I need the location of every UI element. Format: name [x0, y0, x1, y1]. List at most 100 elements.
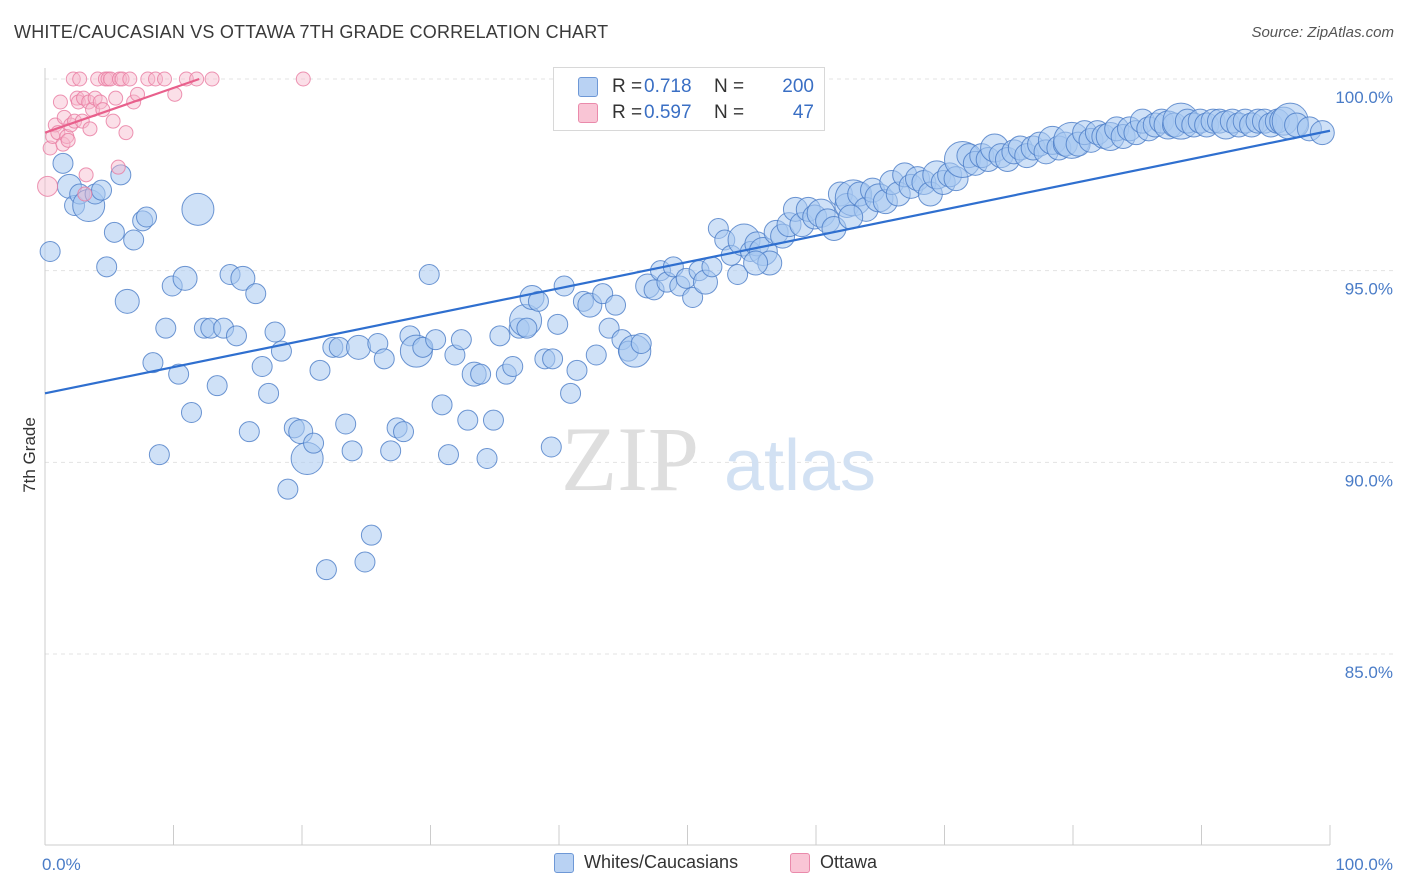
data-point-ottawa — [82, 121, 98, 137]
source-label: Source: ZipAtlas.com — [1251, 24, 1394, 41]
series-whites-points — [39, 102, 1335, 581]
data-point-whites — [172, 265, 198, 291]
data-point-ottawa — [157, 71, 173, 87]
data-point-whites — [245, 283, 267, 305]
data-point-whites — [516, 317, 538, 339]
data-point-whites — [168, 363, 190, 385]
data-point-whites — [103, 221, 125, 243]
data-point-whites — [502, 356, 524, 377]
data-point-whites — [148, 444, 170, 466]
legend-n-value: 200 — [782, 76, 814, 97]
data-point-whites — [457, 409, 479, 431]
legend-item-whites: Whites/Caucasians — [554, 852, 738, 873]
data-point-ottawa — [77, 186, 93, 202]
watermark-atlas: atlas — [724, 426, 876, 506]
data-point-whites — [354, 551, 376, 573]
data-point-whites — [346, 334, 372, 360]
data-point-ottawa — [52, 94, 68, 110]
data-point-whites — [335, 413, 357, 435]
data-point-whites — [566, 359, 588, 381]
data-point-ottawa — [295, 71, 311, 87]
data-point-whites — [431, 394, 453, 416]
data-point-ottawa — [87, 90, 103, 106]
data-point-whites — [180, 402, 202, 423]
stats-legend: R = 0.718 N = 200 R = 0.597 N = 47 — [553, 67, 825, 131]
data-point-ottawa — [118, 125, 134, 141]
data-point-whites — [838, 204, 864, 230]
data-point-ottawa — [37, 175, 59, 197]
data-point-whites — [225, 325, 247, 347]
data-point-whites — [540, 436, 562, 458]
data-point-ottawa — [204, 71, 220, 87]
data-point-whites — [91, 179, 113, 201]
data-point-ottawa — [55, 136, 71, 152]
data-point-whites — [96, 256, 118, 278]
series-ottawa-points — [37, 71, 311, 202]
y-tick-label: 100.0% — [1335, 88, 1393, 107]
legend-r-value: 0.718 — [644, 76, 692, 97]
legend-row-whites: R = 0.718 N = 200 — [578, 75, 814, 99]
data-point-whites — [264, 321, 286, 343]
data-point-whites — [393, 421, 415, 443]
data-point-ottawa — [105, 113, 121, 129]
data-point-whites — [181, 192, 215, 226]
legend-swatch-blue — [578, 77, 598, 97]
data-point-ottawa — [114, 71, 130, 87]
data-point-whites — [277, 478, 299, 500]
data-point-whites — [52, 152, 74, 174]
legend-item-ottawa: Ottawa — [790, 852, 877, 873]
y-tick-label: 90.0% — [1345, 471, 1393, 490]
data-point-whites — [380, 440, 402, 462]
data-point-whites — [560, 382, 582, 404]
data-point-whites — [238, 421, 260, 443]
series-legend: Whites/Caucasians Ottawa — [0, 852, 1406, 876]
data-point-whites — [482, 409, 504, 431]
data-point-whites — [682, 287, 704, 308]
data-point-whites — [701, 256, 723, 278]
data-point-whites — [142, 352, 164, 374]
data-point-whites — [527, 290, 549, 312]
data-point-whites — [258, 382, 280, 404]
data-point-whites — [727, 264, 749, 285]
legend-label-ottawa: Ottawa — [820, 852, 878, 872]
data-point-whites — [743, 250, 769, 276]
trend-line-whites — [44, 129, 1331, 395]
data-point-whites — [450, 329, 472, 351]
legend-row-ottawa: R = 0.597 N = 47 — [578, 101, 814, 125]
data-point-whites — [547, 313, 569, 335]
data-point-whites — [110, 164, 132, 186]
y-tick-label: 85.0% — [1345, 663, 1393, 682]
data-point-whites — [585, 344, 607, 366]
data-point-ottawa — [90, 71, 106, 87]
data-point-ottawa — [122, 71, 138, 87]
data-point-whites — [630, 333, 652, 354]
data-point-ottawa — [65, 71, 81, 87]
data-point-whites — [489, 325, 511, 347]
y-tick-label: 95.0% — [1345, 280, 1393, 299]
data-point-whites — [425, 329, 447, 351]
data-point-whites — [605, 294, 627, 316]
axes — [44, 68, 1331, 846]
data-point-ottawa — [110, 159, 126, 175]
data-point-ottawa — [72, 71, 88, 87]
data-point-whites — [315, 559, 337, 581]
data-point-whites — [114, 288, 140, 314]
data-point-whites — [136, 206, 158, 228]
y-axis-title: 7th Grade — [20, 417, 39, 493]
data-point-whites — [251, 356, 273, 377]
data-point-whites — [39, 241, 61, 262]
data-point-whites — [470, 363, 492, 385]
legend-swatch-blue — [554, 852, 574, 873]
trend-line-ottawa — [44, 77, 200, 134]
data-point-whites — [341, 440, 363, 462]
data-point-ottawa — [60, 132, 76, 148]
data-point-whites — [309, 359, 331, 381]
data-point-whites — [303, 432, 325, 454]
chart-title: WHITE/CAUCASIAN VS OTTAWA 7TH GRADE CORR… — [14, 22, 609, 42]
data-point-whites — [542, 348, 564, 370]
data-point-ottawa — [140, 71, 156, 87]
legend-n-label: N = — [714, 76, 745, 97]
legend-r-label: R = — [612, 102, 643, 123]
legend-r-label: R = — [612, 76, 643, 97]
